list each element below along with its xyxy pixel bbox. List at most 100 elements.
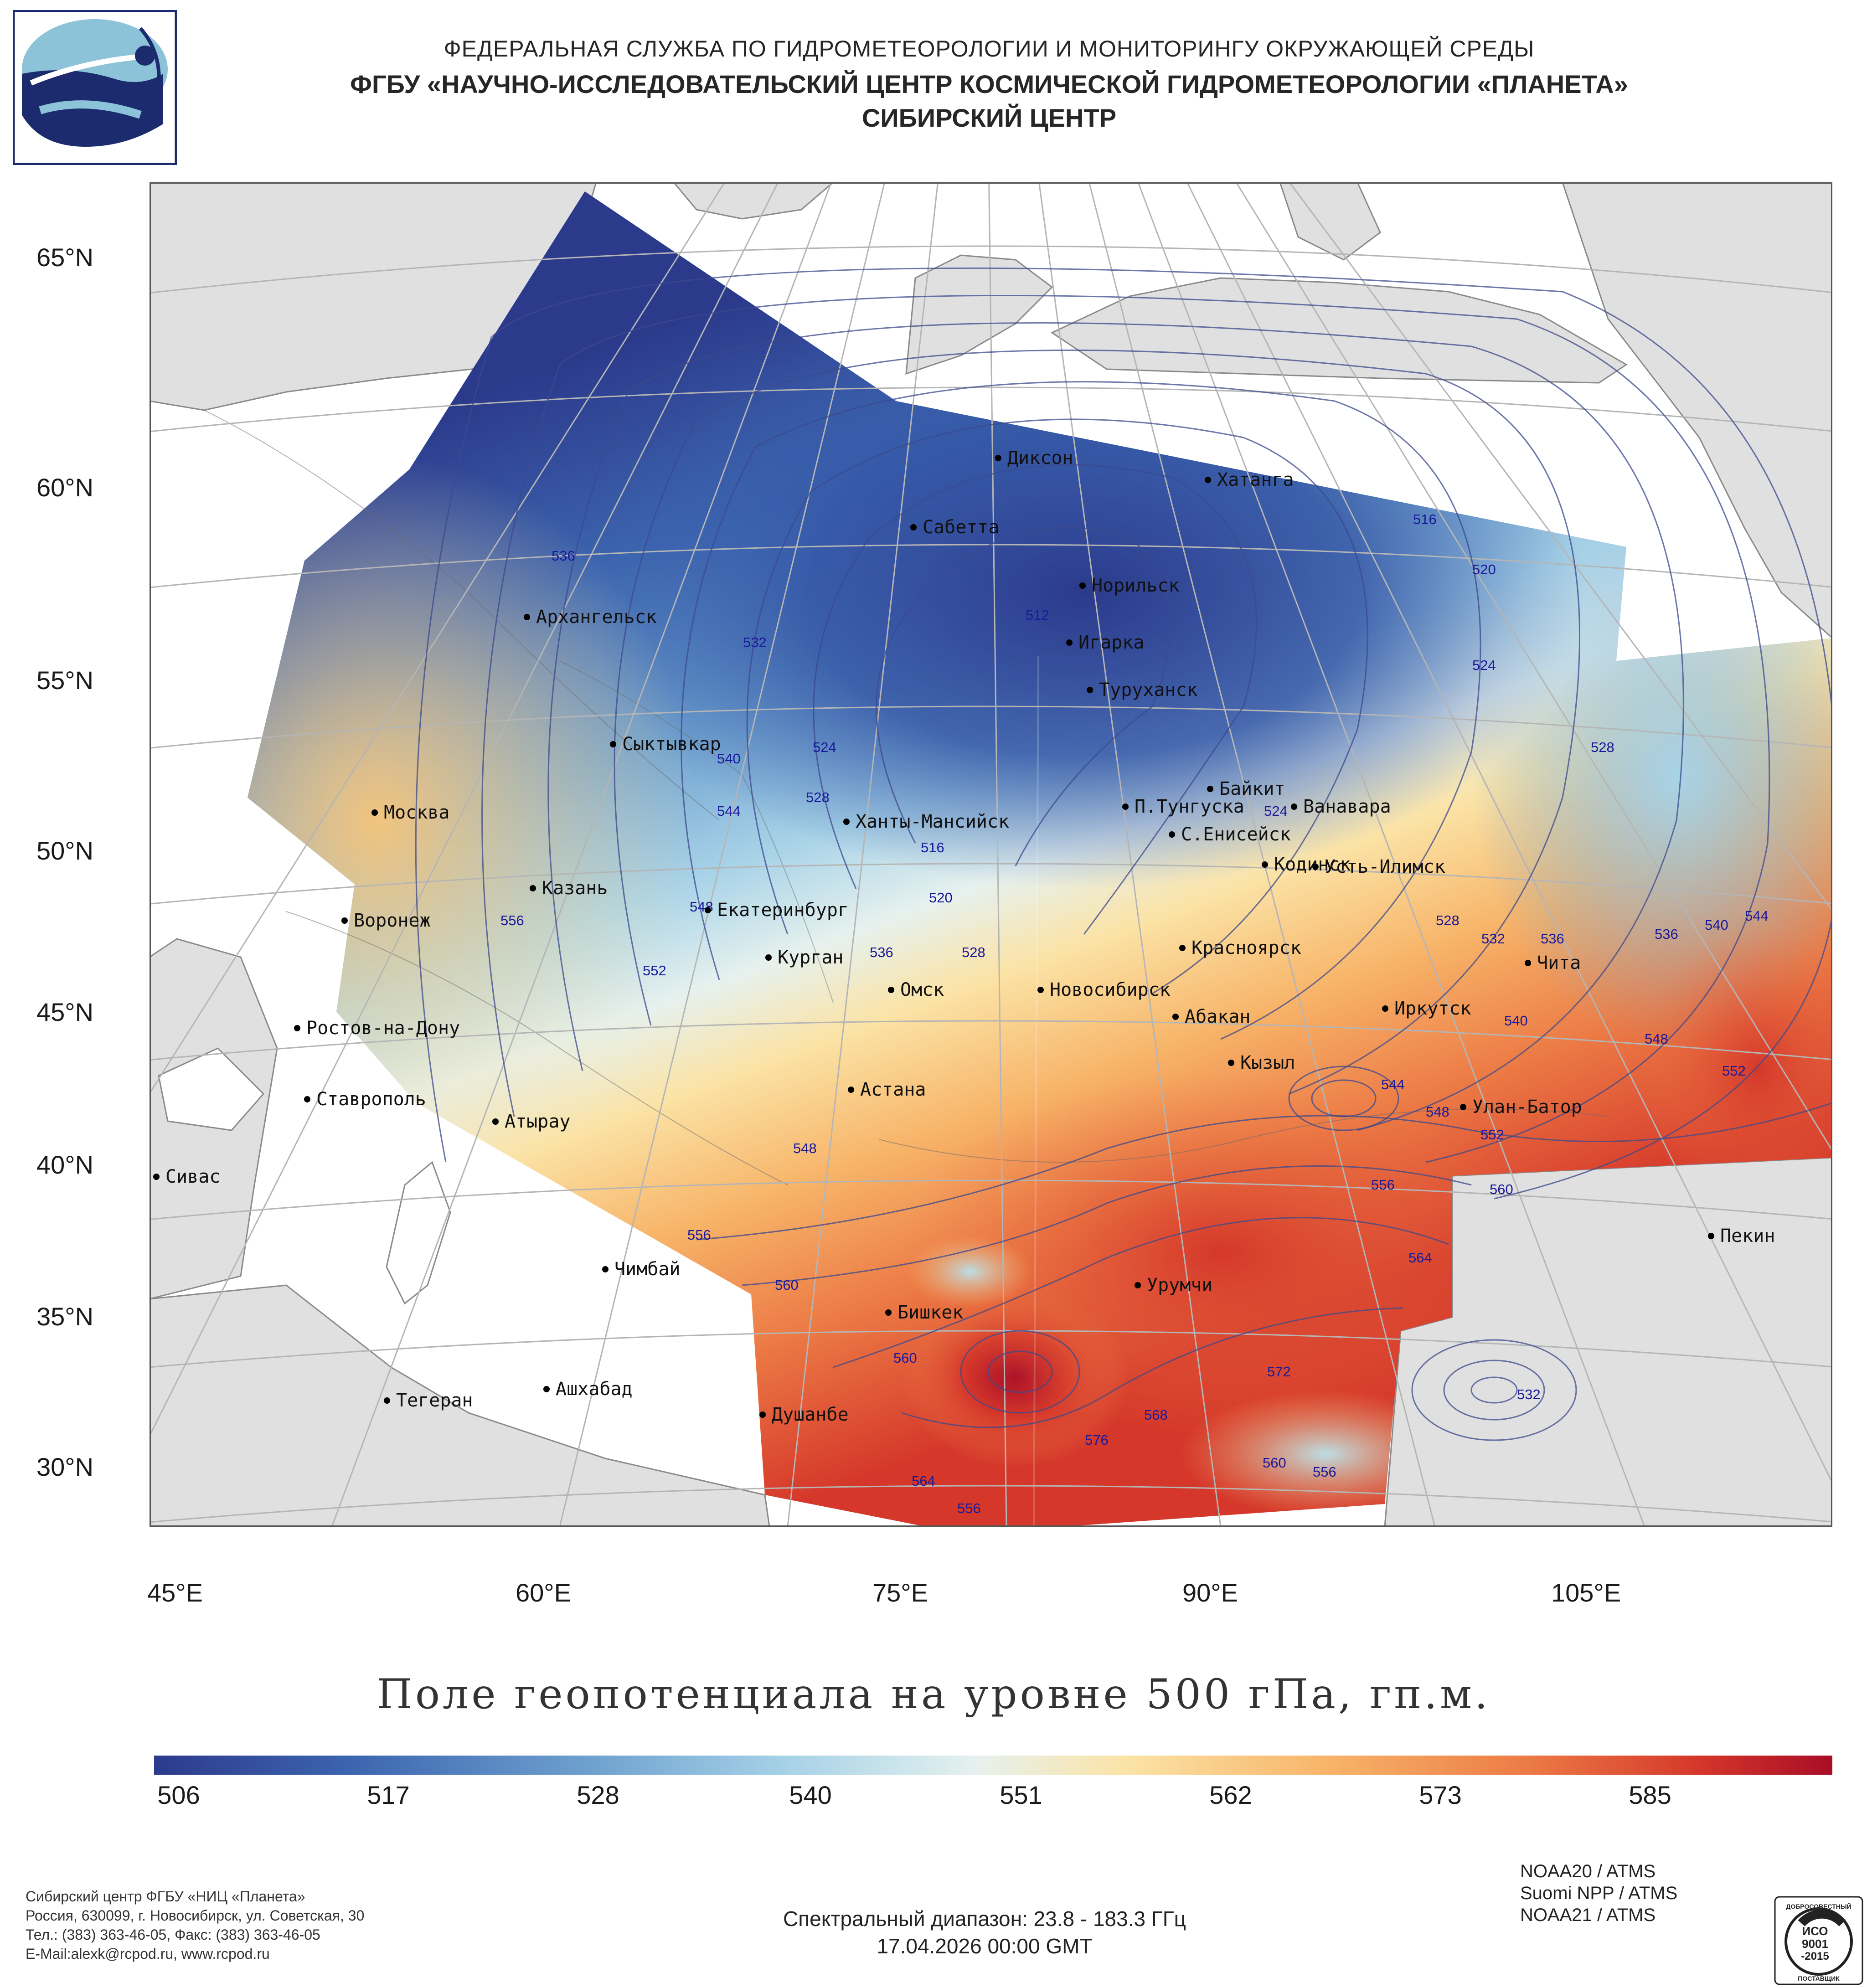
city-name: Новосибирск xyxy=(1050,979,1171,1000)
city-dot xyxy=(888,987,894,993)
lat-tick: 30°N xyxy=(36,1452,94,1481)
header: ФЕДЕРАЛЬНАЯ СЛУЖБА ПО ГИДРОМЕТЕОРОЛОГИИ … xyxy=(0,0,1867,182)
city-dot xyxy=(1179,945,1186,951)
iso-label: 544 xyxy=(717,803,741,819)
colorbar-label: 506 xyxy=(157,1781,200,1809)
city-dot xyxy=(1122,803,1129,810)
iso-certificate-badge: ДОБРОСОВЕСТНЫЙ ИСО 9001 -2015 ПОСТАВЩИК xyxy=(1774,1896,1863,1985)
iso-label: 524 xyxy=(1472,657,1496,673)
iso-label: 560 xyxy=(1263,1455,1286,1471)
iso-label: 560 xyxy=(775,1277,799,1293)
colorbar-label: 573 xyxy=(1419,1781,1462,1809)
city-name: Сыктывкар xyxy=(622,734,721,755)
city-dot xyxy=(1169,831,1175,838)
iso-label: 560 xyxy=(1490,1181,1513,1197)
city-name: Байкит xyxy=(1219,778,1285,799)
iso-label: 544 xyxy=(1381,1076,1405,1092)
city-name: Усть-Илимск xyxy=(1325,856,1445,877)
city-dot xyxy=(602,1266,609,1272)
geopotential-map: 536 532 540 544 548 552 556 524 528 516 … xyxy=(150,182,1832,1527)
iso-label: 520 xyxy=(929,890,953,906)
city-dot xyxy=(885,1309,892,1316)
agency-name: ФЕДЕРАЛЬНАЯ СЛУЖБА ПО ГИДРОМЕТЕОРОЛОГИИ … xyxy=(444,36,1535,62)
colorbar-label: 540 xyxy=(789,1781,832,1809)
city-dot xyxy=(1460,1104,1466,1110)
iso-label: 528 xyxy=(1591,739,1614,755)
city-name: Ставрополь xyxy=(316,1089,426,1110)
city-name: Туруханск xyxy=(1099,680,1198,700)
colorbar-label: 517 xyxy=(367,1781,410,1809)
city-name: Омск xyxy=(900,979,944,1000)
iso-label: 548 xyxy=(1426,1104,1449,1120)
city-dot xyxy=(384,1397,390,1404)
iso-label: 560 xyxy=(893,1350,917,1366)
city-name: Ванавара xyxy=(1303,796,1391,817)
city-dot xyxy=(153,1174,160,1180)
iso-label: 548 xyxy=(793,1140,817,1156)
iso-label: 532 xyxy=(743,634,767,650)
iso-label: 532 xyxy=(1481,931,1505,947)
city-name: Иркутск xyxy=(1394,998,1471,1019)
city-name: Абакан xyxy=(1185,1006,1251,1027)
city-name: Душанбе xyxy=(772,1404,849,1425)
iso-label: 556 xyxy=(500,912,524,928)
city-dot xyxy=(1037,987,1044,993)
city-dot xyxy=(1228,1060,1234,1066)
institute-name: ФГБУ «НАУЧНО-ИССЛЕДОВАТЕЛЬСКИЙ ЦЕНТР КОС… xyxy=(350,70,1628,98)
iso-label: 524 xyxy=(813,739,836,755)
city-dot xyxy=(304,1096,310,1102)
lat-tick: 65°N xyxy=(36,243,94,272)
caspian-south-land xyxy=(150,1284,770,1527)
city-dot xyxy=(524,614,530,620)
city-dot xyxy=(1291,803,1297,810)
city-dot xyxy=(492,1118,499,1125)
iso-label: 540 xyxy=(1705,917,1728,933)
city-dot xyxy=(1525,960,1531,966)
city-name: Ашхабад xyxy=(556,1379,633,1400)
spectral-range: Спектральный диапазон: 23.8 - 183.3 ГГц xyxy=(783,1907,1186,1931)
city-name: Москва xyxy=(384,802,450,823)
city-name: Тегеран xyxy=(396,1390,473,1411)
isoline-labels: 536 532 540 544 548 552 556 524 528 516 … xyxy=(500,511,1769,1516)
city-name: Екатеринбург xyxy=(717,900,849,921)
planeta-logo xyxy=(13,10,177,165)
satellite-list: NOAA20 / ATMS Suomi NPP / ATMS NOAA21 / … xyxy=(1520,1860,1677,1926)
email: E-Mail:alexk@rcpod.ru, www.rcpod.ru xyxy=(26,1946,270,1962)
iso-label: 540 xyxy=(717,751,741,767)
iso-label: 520 xyxy=(1472,561,1496,577)
iso-label: 516 xyxy=(921,839,944,855)
cert-year: -2015 xyxy=(1801,1950,1829,1962)
taymyr-land xyxy=(1050,277,1628,384)
city-name: Архангельск xyxy=(536,607,657,628)
city-name: Игарка xyxy=(1078,632,1145,653)
east-siberia-land xyxy=(1562,182,1832,639)
iso-label: 548 xyxy=(1645,1031,1668,1047)
city-dot xyxy=(1207,786,1213,792)
city-dot xyxy=(1262,861,1268,868)
colorbar-label: 551 xyxy=(1000,1781,1042,1809)
city-dot xyxy=(705,907,711,913)
product-info: Спектральный диапазон: 23.8 - 183.3 ГГц … xyxy=(711,1905,1258,1960)
iso-label: 556 xyxy=(687,1227,711,1243)
city-name: Пекин xyxy=(1720,1226,1775,1246)
iso-label: 552 xyxy=(1722,1063,1746,1079)
city-name: Улан-Батор xyxy=(1472,1097,1582,1118)
iso-label: 556 xyxy=(1313,1464,1336,1480)
lat-tick: 50°N xyxy=(36,836,94,865)
iso-label: 528 xyxy=(962,944,985,960)
city-name: Хатанга xyxy=(1217,469,1294,490)
city-name: Норильск xyxy=(1092,575,1180,596)
city-name: Астана xyxy=(860,1079,926,1100)
iso-label: 564 xyxy=(912,1473,935,1489)
satellite-item: Suomi NPP / ATMS xyxy=(1520,1883,1678,1903)
city-dot xyxy=(294,1025,300,1031)
city-name: Красноярск xyxy=(1191,937,1301,958)
city-name: Чита xyxy=(1537,953,1581,973)
city-name: Сивас xyxy=(165,1166,220,1187)
city-name: Казань xyxy=(542,878,608,899)
black-sea xyxy=(158,1047,265,1131)
lat-tick: 55°N xyxy=(36,666,94,695)
city-name: Воронеж xyxy=(354,910,431,931)
lon-tick: 75°E xyxy=(872,1578,928,1607)
lon-tick: 45°E xyxy=(147,1578,203,1607)
